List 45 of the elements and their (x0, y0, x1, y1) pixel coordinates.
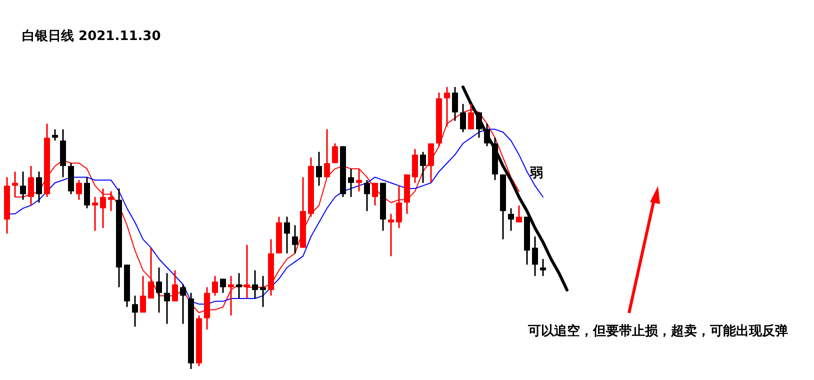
candlestick (532, 236, 538, 277)
annotation: 可以追空，但要带止损，超卖，可能出现反弹 (527, 323, 788, 339)
candlestick (148, 246, 154, 300)
candlestick (452, 86, 458, 122)
candlestick (132, 294, 138, 328)
candlestick (460, 103, 466, 133)
candlestick (396, 184, 402, 229)
candlestick (28, 165, 34, 206)
candlestick (292, 224, 298, 254)
candlestick (540, 258, 546, 277)
candlestick (212, 275, 218, 296)
candlestick (20, 170, 26, 201)
candlestick (52, 128, 58, 142)
candlestick (108, 190, 114, 212)
candlestick (412, 148, 418, 184)
candlestick (348, 168, 354, 198)
candlestick (164, 272, 170, 325)
candlestick (76, 179, 82, 201)
candlestick (252, 270, 258, 300)
candlestick (372, 182, 378, 206)
candlestick (156, 266, 162, 314)
candlestick (220, 278, 226, 294)
candlestick (508, 208, 514, 232)
candlestick (388, 213, 394, 257)
candlestick (180, 284, 186, 325)
candlestick (316, 151, 322, 186)
candlestick (516, 204, 522, 224)
candlestick (484, 122, 490, 147)
candlestick (84, 176, 90, 210)
candlestick (36, 170, 42, 204)
candlestick (332, 142, 338, 164)
candlestick (364, 179, 370, 212)
candlestick (356, 168, 362, 192)
candlestick (284, 216, 290, 254)
candlestick (100, 188, 106, 229)
annotation: 弱 (529, 166, 543, 181)
candlestick (324, 128, 330, 178)
candlestick (140, 275, 146, 314)
chart-title: 白银日线 2021.11.30 (22, 29, 161, 44)
candlestick (476, 112, 482, 139)
candlestick (420, 151, 426, 184)
candlestick (428, 142, 434, 184)
candlestick (172, 270, 178, 302)
candlestick (260, 275, 266, 308)
candlestick (92, 196, 98, 232)
